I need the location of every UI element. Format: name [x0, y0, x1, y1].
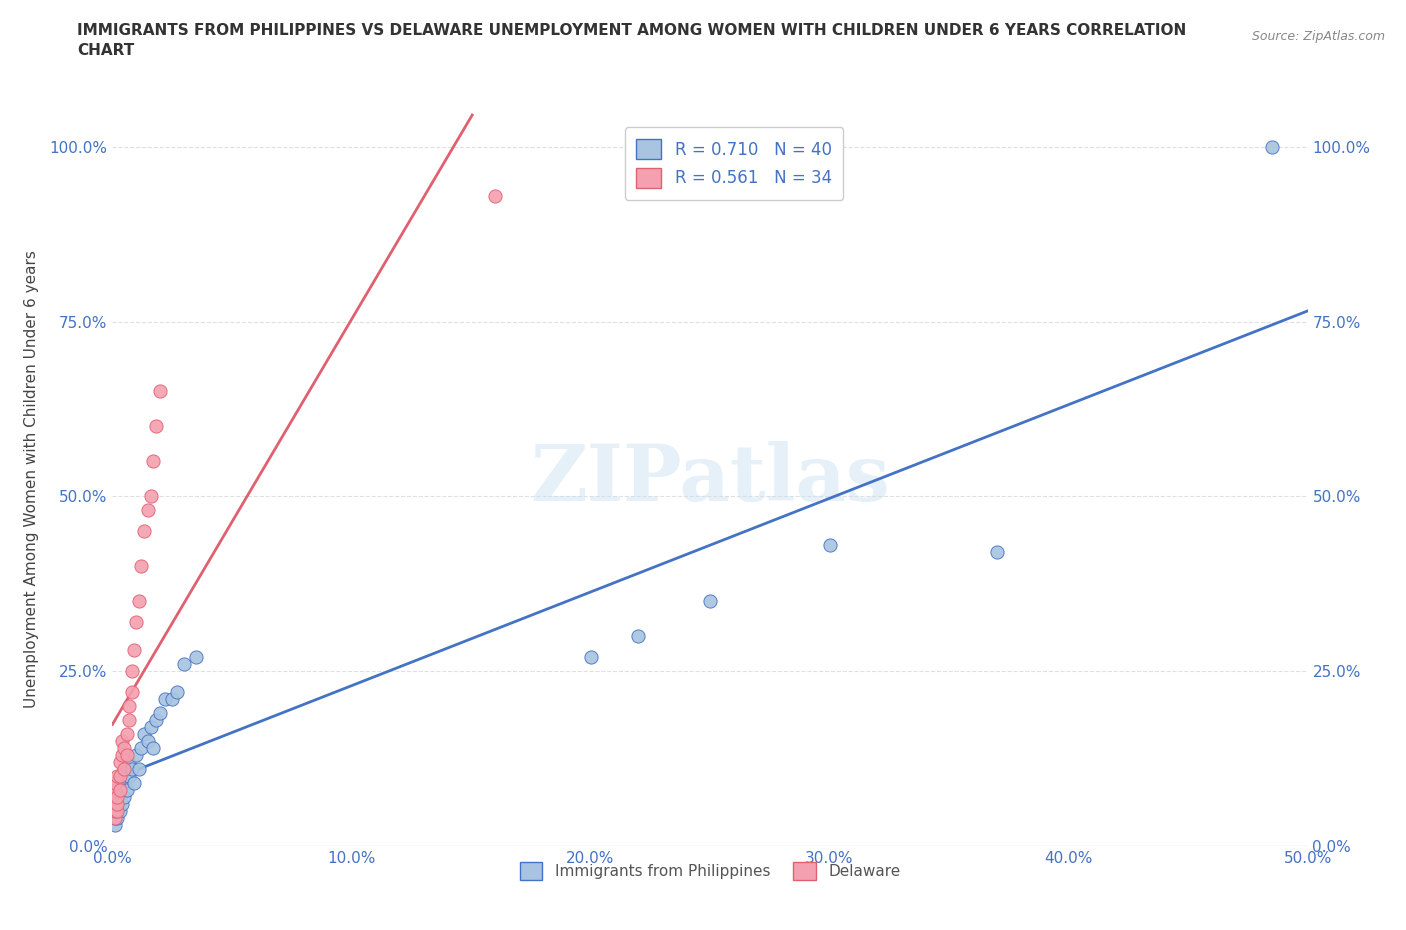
Point [125, 615, 148, 630]
Point [105, 797, 128, 812]
Point [149, 706, 172, 721]
Point [1261, 140, 1284, 154]
Text: Source: ZipAtlas.com: Source: ZipAtlas.com [1251, 30, 1385, 43]
Point [173, 657, 195, 671]
Point [139, 720, 162, 735]
Point [122, 643, 145, 658]
Point [129, 741, 152, 756]
Point [121, 684, 143, 699]
Y-axis label: Unemployment Among Women with Children Under 6 years: Unemployment Among Women with Children U… [24, 250, 38, 708]
Point [108, 769, 131, 784]
Legend: Immigrants from Philippines, Delaware: Immigrants from Philippines, Delaware [513, 856, 907, 886]
Point [104, 790, 127, 804]
Point [114, 769, 135, 784]
Point [484, 188, 506, 203]
Point [129, 559, 152, 574]
Point [142, 741, 165, 756]
Point [108, 790, 131, 804]
Point [162, 692, 183, 707]
Point [105, 797, 128, 812]
Point [132, 727, 155, 742]
Point [132, 524, 155, 538]
Point [104, 797, 127, 812]
Point [138, 734, 160, 749]
Point [115, 783, 138, 798]
Point [139, 489, 162, 504]
Point [104, 797, 127, 812]
Point [111, 734, 134, 749]
Point [104, 817, 127, 832]
Point [118, 769, 141, 784]
Point [104, 790, 127, 804]
Point [145, 713, 167, 728]
Point [104, 776, 127, 790]
Point [105, 804, 128, 818]
Point [104, 811, 127, 826]
Point [115, 748, 138, 763]
Point [118, 713, 141, 728]
Point [114, 741, 135, 756]
Point [145, 419, 167, 434]
Point [121, 762, 143, 777]
Point [104, 804, 127, 818]
Point [149, 384, 172, 399]
Point [114, 762, 135, 777]
Point [104, 811, 127, 826]
Point [108, 783, 131, 798]
Point [108, 804, 131, 818]
Point [186, 650, 208, 665]
Point [125, 748, 148, 763]
Point [115, 727, 138, 742]
Point [153, 692, 176, 707]
Point [114, 790, 135, 804]
Text: ZIPatlas: ZIPatlas [530, 441, 890, 517]
Point [121, 664, 143, 679]
Point [579, 650, 602, 665]
Point [986, 545, 1008, 560]
Point [105, 804, 128, 818]
Point [108, 755, 131, 770]
Point [105, 790, 128, 804]
Point [111, 748, 134, 763]
Point [818, 538, 841, 552]
Point [122, 776, 145, 790]
Point [118, 699, 141, 714]
Point [138, 503, 160, 518]
Point [118, 755, 141, 770]
Point [105, 769, 128, 784]
Point [105, 811, 128, 826]
Point [166, 684, 188, 699]
Point [111, 797, 134, 812]
Point [699, 594, 721, 609]
Text: IMMIGRANTS FROM PHILIPPINES VS DELAWARE UNEMPLOYMENT AMONG WOMEN WITH CHILDREN U: IMMIGRANTS FROM PHILIPPINES VS DELAWARE … [77, 23, 1187, 58]
Point [111, 776, 134, 790]
Point [142, 454, 165, 469]
Point [105, 783, 128, 798]
Point [104, 804, 127, 818]
Point [128, 762, 150, 777]
Point [128, 594, 150, 609]
Point [104, 783, 127, 798]
Point [627, 629, 650, 644]
